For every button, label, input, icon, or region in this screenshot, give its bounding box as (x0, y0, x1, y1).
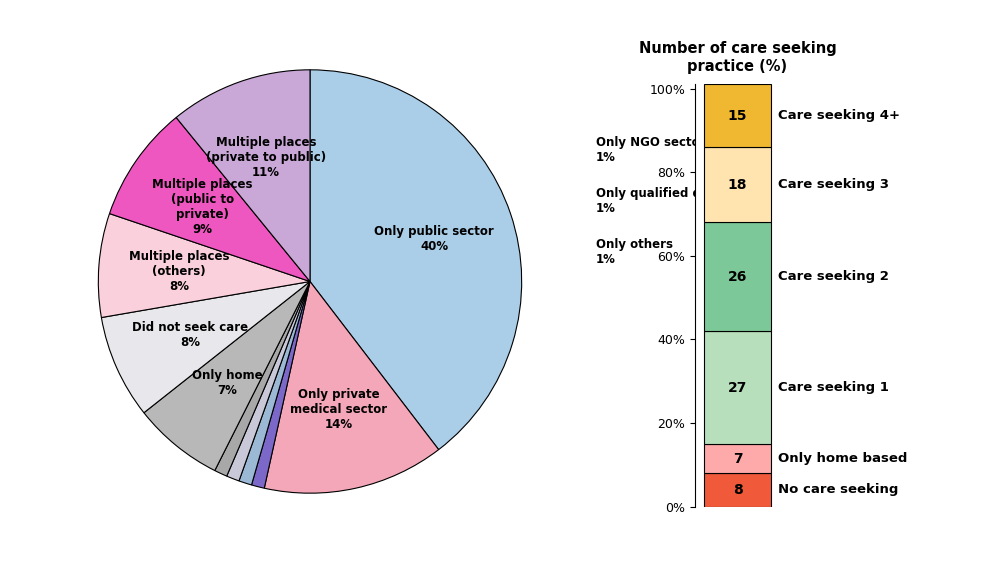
Bar (704, 84, 771, 147)
Bar (704, 222, 771, 331)
Text: Care seeking 4+: Care seeking 4+ (778, 109, 900, 122)
Text: 8: 8 (733, 483, 742, 497)
Text: 27: 27 (728, 381, 747, 395)
Wedge shape (239, 282, 310, 485)
Text: 26: 26 (728, 270, 747, 284)
Bar (704, 147, 771, 222)
Text: Only qualified doctor
1%: Only qualified doctor 1% (596, 187, 735, 215)
Text: Only private
medical sector
14%: Only private medical sector 14% (290, 388, 387, 431)
Text: Multiple places
(others)
8%: Multiple places (others) 8% (129, 250, 229, 293)
Wedge shape (310, 70, 522, 450)
Text: Care seeking 2: Care seeking 2 (778, 270, 889, 283)
Text: Only others
1%: Only others 1% (596, 238, 673, 266)
Text: Care seeking 3: Care seeking 3 (778, 178, 889, 191)
Wedge shape (176, 70, 310, 282)
Text: 7: 7 (733, 452, 742, 466)
Wedge shape (252, 282, 310, 488)
Wedge shape (264, 282, 439, 493)
Wedge shape (215, 282, 310, 476)
Wedge shape (144, 282, 310, 471)
Text: Multiple places
(private to public)
11%: Multiple places (private to public) 11% (206, 136, 326, 180)
Text: Only NGO sector
1%: Only NGO sector 1% (596, 136, 705, 164)
Text: Only home
7%: Only home 7% (192, 369, 262, 397)
Wedge shape (101, 282, 310, 413)
Wedge shape (227, 282, 310, 481)
Text: No care seeking: No care seeking (778, 484, 899, 497)
Text: 18: 18 (728, 178, 747, 192)
Bar (704, 473, 771, 507)
Bar (704, 444, 771, 473)
Text: Care seeking 1: Care seeking 1 (778, 381, 889, 394)
Text: 15: 15 (728, 109, 747, 123)
Text: Did not seek care
8%: Did not seek care 8% (132, 321, 248, 349)
Text: Only public sector
40%: Only public sector 40% (374, 225, 494, 253)
Text: Multiple places
(public to
private)
9%: Multiple places (public to private) 9% (152, 178, 252, 236)
Title: Number of care seeking
practice (%): Number of care seeking practice (%) (639, 41, 836, 74)
Wedge shape (98, 213, 310, 318)
Text: Only home based: Only home based (778, 452, 908, 465)
Bar (704, 331, 771, 444)
Wedge shape (110, 118, 310, 282)
